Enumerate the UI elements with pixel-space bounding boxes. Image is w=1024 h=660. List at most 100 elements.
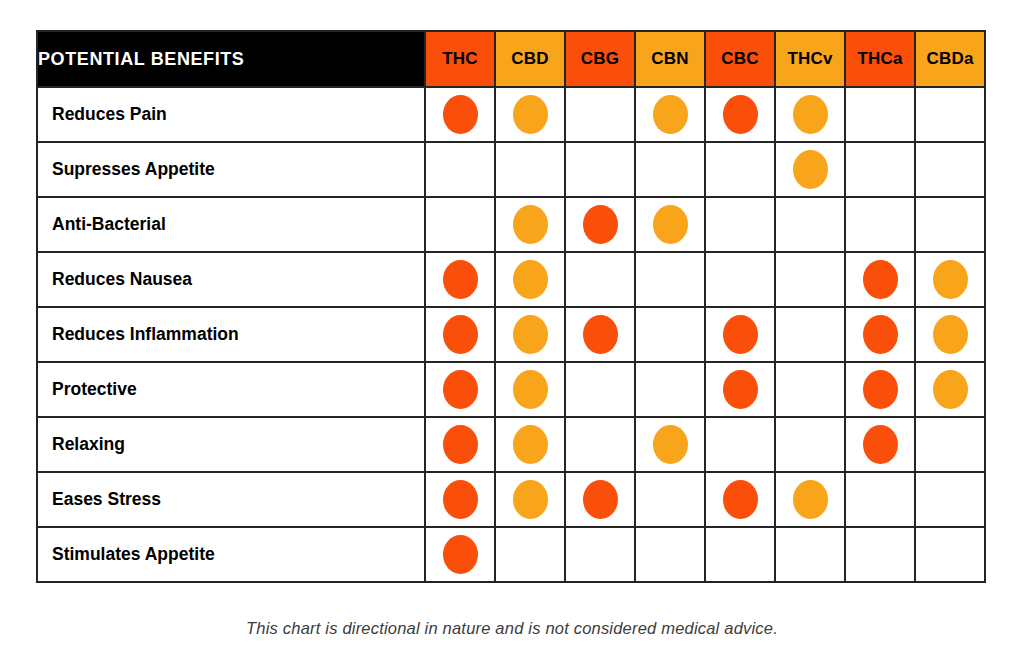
orange-dot-icon <box>513 480 548 519</box>
red-dot-icon <box>863 425 898 464</box>
red-dot-icon <box>443 425 478 464</box>
benefit-cell <box>915 87 985 142</box>
red-dot-icon <box>583 205 618 244</box>
column-header-thcv: THCv <box>775 31 845 87</box>
benefit-cell <box>845 142 915 197</box>
orange-dot-icon <box>513 95 548 134</box>
column-header-thca: THCa <box>845 31 915 87</box>
benefit-cell <box>915 307 985 362</box>
benefit-cell <box>775 252 845 307</box>
red-dot-icon <box>863 260 898 299</box>
row-label: Anti-Bacterial <box>37 197 425 252</box>
row-label: Reduces Pain <box>37 87 425 142</box>
header-row: POTENTIAL BENEFITS THCCBDCBGCBNCBCTHCvTH… <box>37 31 985 87</box>
orange-dot-icon <box>513 425 548 464</box>
benefit-cell <box>775 417 845 472</box>
orange-dot-icon <box>653 95 688 134</box>
benefit-cell <box>495 307 565 362</box>
benefit-cell <box>495 197 565 252</box>
benefit-cell <box>565 362 635 417</box>
benefit-cell <box>425 307 495 362</box>
disclaimer-text: This chart is directional in nature and … <box>0 619 1024 638</box>
benefit-cell <box>775 142 845 197</box>
benefit-cell <box>425 362 495 417</box>
benefit-cell <box>845 307 915 362</box>
benefit-cell <box>565 142 635 197</box>
red-dot-icon <box>443 535 478 574</box>
benefit-cell <box>635 252 705 307</box>
benefit-cell <box>635 362 705 417</box>
red-dot-icon <box>723 315 758 354</box>
benefit-cell <box>635 197 705 252</box>
benefit-cell <box>635 87 705 142</box>
column-header-cbg: CBG <box>565 31 635 87</box>
page: POTENTIAL BENEFITS THCCBDCBGCBNCBCTHCvTH… <box>0 0 1024 660</box>
orange-dot-icon <box>933 315 968 354</box>
orange-dot-icon <box>793 480 828 519</box>
column-header-thc: THC <box>425 31 495 87</box>
benefit-cell <box>705 197 775 252</box>
benefit-cell <box>915 527 985 582</box>
benefit-cell <box>565 252 635 307</box>
benefit-cell <box>425 87 495 142</box>
red-dot-icon <box>443 260 478 299</box>
benefit-cell <box>845 87 915 142</box>
red-dot-icon <box>583 480 618 519</box>
benefit-cell <box>845 472 915 527</box>
benefit-cell <box>635 472 705 527</box>
benefit-cell <box>705 472 775 527</box>
benefit-cell <box>565 197 635 252</box>
red-dot-icon <box>723 370 758 409</box>
row-label: Relaxing <box>37 417 425 472</box>
benefit-cell <box>915 197 985 252</box>
benefit-cell <box>425 197 495 252</box>
benefit-row: Relaxing <box>37 417 985 472</box>
benefit-cell <box>705 87 775 142</box>
benefit-cell <box>915 417 985 472</box>
benefit-cell <box>565 307 635 362</box>
benefit-cell <box>845 362 915 417</box>
benefit-cell <box>845 417 915 472</box>
benefit-cell <box>775 307 845 362</box>
benefit-cell <box>775 472 845 527</box>
table-title: POTENTIAL BENEFITS <box>37 31 425 87</box>
benefit-cell <box>705 527 775 582</box>
benefit-cell <box>635 527 705 582</box>
orange-dot-icon <box>933 370 968 409</box>
column-header-cbn: CBN <box>635 31 705 87</box>
benefit-cell <box>495 142 565 197</box>
benefit-cell <box>845 197 915 252</box>
row-label: Stimulates Appetite <box>37 527 425 582</box>
benefit-cell <box>425 472 495 527</box>
benefit-cell <box>635 417 705 472</box>
red-dot-icon <box>443 480 478 519</box>
benefit-row: Reduces Pain <box>37 87 985 142</box>
benefit-cell <box>635 307 705 362</box>
benefit-row: Reduces Nausea <box>37 252 985 307</box>
benefit-cell <box>845 527 915 582</box>
orange-dot-icon <box>513 205 548 244</box>
benefit-cell <box>845 252 915 307</box>
benefit-cell <box>775 87 845 142</box>
benefit-cell <box>705 307 775 362</box>
benefit-cell <box>495 362 565 417</box>
row-label: Reduces Nausea <box>37 252 425 307</box>
benefit-cell <box>915 142 985 197</box>
red-dot-icon <box>583 315 618 354</box>
benefit-cell <box>425 417 495 472</box>
benefit-row: Reduces Inflammation <box>37 307 985 362</box>
benefit-cell <box>495 472 565 527</box>
benefit-cell <box>775 197 845 252</box>
benefit-cell <box>495 252 565 307</box>
benefit-row: Stimulates Appetite <box>37 527 985 582</box>
row-label: Supresses Appetite <box>37 142 425 197</box>
orange-dot-icon <box>513 315 548 354</box>
red-dot-icon <box>863 370 898 409</box>
benefit-cell <box>705 362 775 417</box>
red-dot-icon <box>443 315 478 354</box>
row-label: Protective <box>37 362 425 417</box>
orange-dot-icon <box>653 425 688 464</box>
red-dot-icon <box>863 315 898 354</box>
table-body: Reduces PainSupresses AppetiteAnti-Bacte… <box>37 87 985 582</box>
benefit-cell <box>915 362 985 417</box>
